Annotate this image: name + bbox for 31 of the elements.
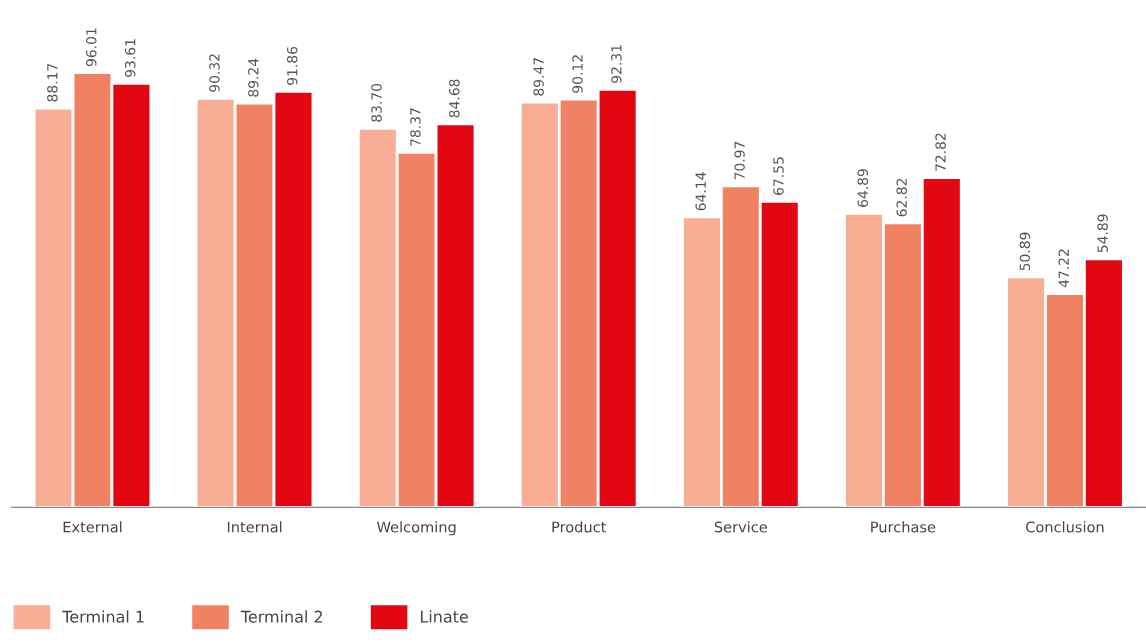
x-tick-label: Conclusion xyxy=(1026,521,1104,533)
x-tick-label: Product xyxy=(552,521,607,533)
data-label: 64.14 xyxy=(695,172,706,211)
legend-label: Terminal 1 xyxy=(62,610,144,623)
x-tick-label: Internal xyxy=(227,521,282,533)
data-label: 72.82 xyxy=(935,133,946,171)
data-label: 78.37 xyxy=(410,108,421,146)
data-label: 54.89 xyxy=(1097,214,1108,253)
data-label: 89.47 xyxy=(533,58,544,96)
data-label: 83.70 xyxy=(371,83,382,122)
legend-label: Linate xyxy=(421,610,468,623)
x-tick-label: Welcoming xyxy=(377,521,456,536)
data-label: 93.61 xyxy=(124,39,136,77)
data-label: 91.86 xyxy=(287,46,298,85)
data-label: 92.31 xyxy=(611,45,622,83)
x-tick-label: Service xyxy=(714,521,767,533)
data-label: 84.68 xyxy=(449,79,460,118)
legend-label: Terminal 2 xyxy=(240,610,322,623)
x-tick-label: Purchase xyxy=(871,521,936,533)
data-label: 90.32 xyxy=(209,54,220,92)
data-label: 90.12 xyxy=(572,55,583,93)
x-tick-label: External xyxy=(63,521,122,533)
data-label: 50.89 xyxy=(1019,232,1031,271)
data-label: 62.82 xyxy=(896,178,907,217)
data-label: 47.22 xyxy=(1058,249,1069,288)
data-label: 89.24 xyxy=(248,58,259,97)
data-label: 88.17 xyxy=(47,63,58,102)
data-label: 96.01 xyxy=(86,28,97,67)
data-label: 67.55 xyxy=(773,157,784,195)
data-label: 70.97 xyxy=(734,141,745,180)
data-label: 64.89 xyxy=(857,169,869,207)
